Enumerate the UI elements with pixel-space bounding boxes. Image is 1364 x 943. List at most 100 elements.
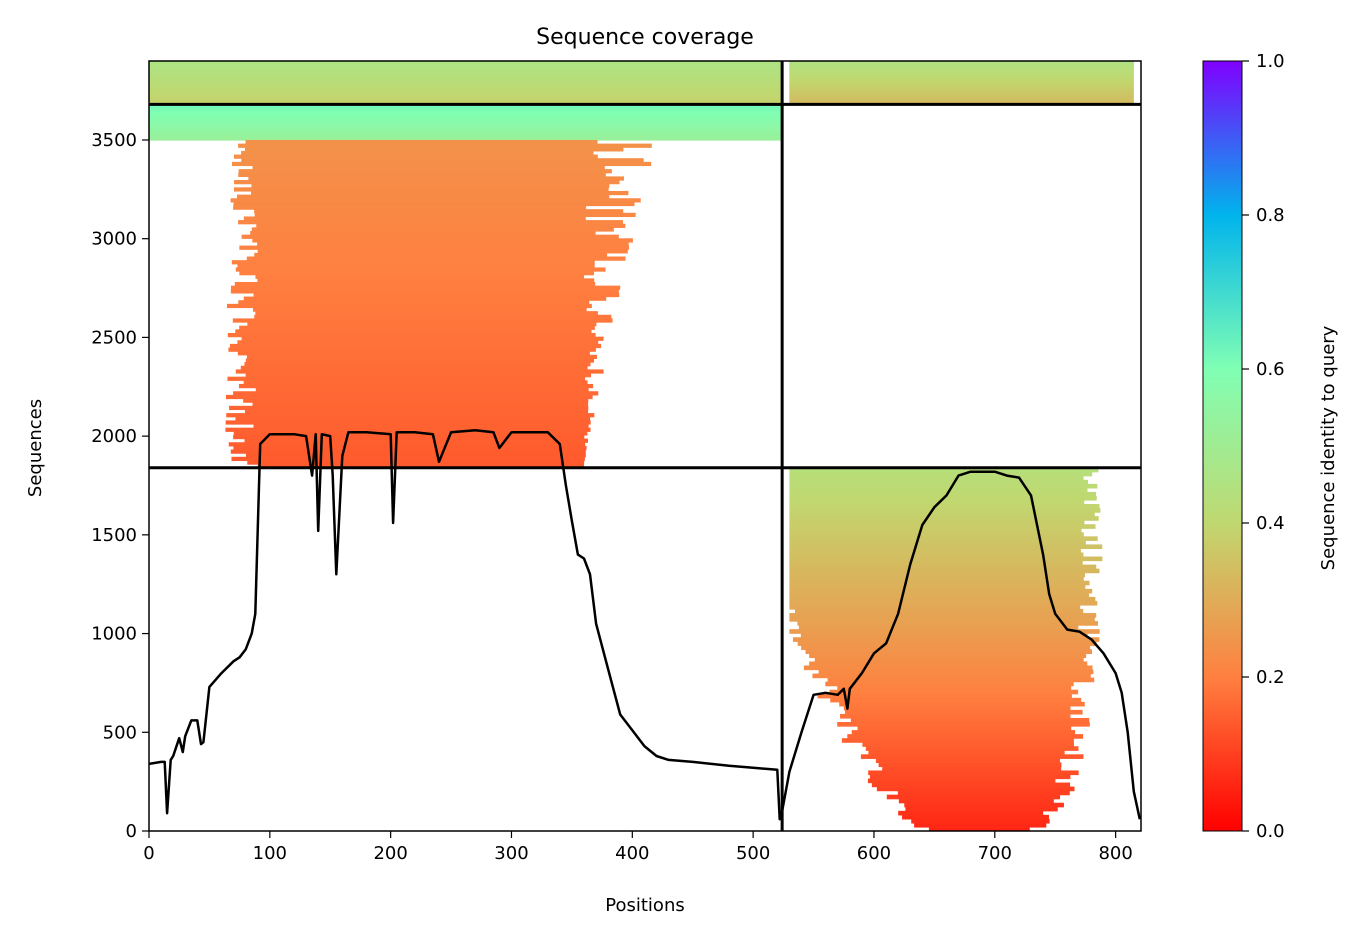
coverage-strip — [817, 693, 1072, 699]
coverage-strip — [253, 292, 620, 298]
coverage-strip — [233, 445, 587, 451]
coverage-strip — [840, 713, 1071, 719]
coverage-strip — [789, 629, 1100, 634]
colorbar — [1202, 60, 1243, 832]
coverage-strip — [837, 722, 1090, 727]
coverage-heatmap — [149, 61, 1134, 831]
coverage-strip — [809, 661, 1088, 667]
coverage-strip — [789, 512, 1095, 517]
coverage-strip — [789, 508, 1101, 513]
x-tick-label: 0 — [143, 843, 154, 864]
coverage-strip — [240, 365, 588, 370]
coverage-strip — [238, 300, 590, 305]
coverage-strip — [868, 750, 1065, 755]
coverage-strip — [803, 665, 1093, 671]
coverage-strip — [233, 205, 587, 210]
coverage-strip — [886, 794, 1061, 800]
coverage-strip — [789, 491, 1097, 497]
coverage-strip — [860, 754, 1084, 759]
coverage-strip — [902, 814, 1049, 820]
coverage-strip — [238, 143, 652, 148]
coverage-strip — [805, 649, 1092, 654]
coverage-strip — [829, 689, 1079, 695]
coverage-strip — [245, 358, 594, 363]
y-axis: 0 500 1000 1500 2000 2500 3000 3500 — [91, 130, 149, 842]
coverage-strip — [254, 314, 612, 320]
coverage-strip — [243, 380, 588, 385]
coverage-strip — [227, 332, 596, 338]
coverage-strip — [251, 183, 610, 188]
coverage-strip — [789, 524, 1096, 529]
colorbar-label: Sequence identity to query — [1318, 325, 1339, 570]
coverage-strip — [871, 782, 1071, 788]
coverage-strip — [235, 329, 592, 334]
coverage-strip — [797, 641, 1097, 646]
coverage-strip — [257, 464, 584, 469]
coverage-strip — [238, 220, 623, 225]
coverage-strip — [230, 289, 619, 294]
coverage-strip — [882, 766, 1062, 772]
coverage-strip — [255, 311, 598, 316]
coverage-strip — [878, 762, 1062, 768]
coverage-strip — [928, 826, 1030, 831]
coverage-strip — [233, 201, 635, 207]
coverage-strip — [254, 209, 624, 214]
coverage-strip — [862, 742, 1074, 747]
x-tick-label: 700 — [978, 843, 1012, 864]
coverage-strip — [247, 322, 597, 327]
coverage-strip — [241, 234, 619, 239]
coverage-strip — [253, 424, 589, 429]
coverage-strip — [850, 717, 1090, 723]
coverage-strip — [789, 540, 1086, 546]
coverage-strip — [252, 402, 589, 407]
coverage-strip — [252, 238, 633, 243]
coverage-strip — [250, 231, 596, 236]
coverage-strip — [244, 409, 589, 414]
coverage-strip — [243, 296, 607, 301]
colorbar-tick-label: 0.0 — [1256, 821, 1285, 842]
coverage-strip — [898, 810, 1044, 816]
coverage-strip — [246, 256, 626, 261]
coverage-strip — [794, 608, 1084, 614]
coverage-strip — [237, 263, 595, 269]
plot-frame — [148, 60, 1142, 832]
x-tick-label: 200 — [373, 843, 407, 864]
block-a-top — [149, 61, 783, 106]
coverage-strip — [789, 479, 1088, 485]
x-axis-label: Positions — [605, 895, 684, 916]
coverage-strip — [868, 770, 1079, 776]
coverage-strip — [789, 536, 1098, 541]
coverage-strip — [252, 165, 605, 170]
coverage-strip — [789, 475, 1084, 481]
x-tick-label: 300 — [494, 843, 528, 864]
coverage-strip — [246, 354, 597, 360]
coverage-strip — [789, 516, 1099, 521]
block-a-mid-high — [149, 104, 783, 141]
coverage-strip — [789, 467, 1099, 473]
coverage-strip — [830, 697, 1082, 703]
coverage-strip — [869, 774, 1071, 780]
y-tick-label: 500 — [103, 722, 137, 743]
coverage-strip — [789, 572, 1085, 578]
coverage-strip — [875, 758, 1060, 763]
coverage-strip — [225, 394, 593, 400]
coverage-strip — [241, 158, 644, 163]
y-tick-label: 2500 — [91, 327, 137, 348]
coverage-strip — [233, 154, 598, 159]
coverage-strip — [789, 552, 1084, 558]
coverage-strip — [818, 669, 1094, 675]
coverage-strip — [789, 500, 1085, 505]
y-tick-label: 0 — [126, 821, 137, 842]
coverage-strip — [239, 245, 630, 250]
coverage-strip — [789, 576, 1084, 582]
y-tick-label: 3000 — [91, 229, 137, 250]
coverage-strip — [248, 176, 624, 181]
coverage-strip — [789, 556, 1103, 562]
coverage-strip — [245, 147, 624, 152]
coverage-strip — [257, 249, 628, 254]
x-tick-label: 600 — [857, 843, 891, 864]
coverage-strip — [252, 307, 587, 312]
coverage-strip — [789, 548, 1081, 554]
